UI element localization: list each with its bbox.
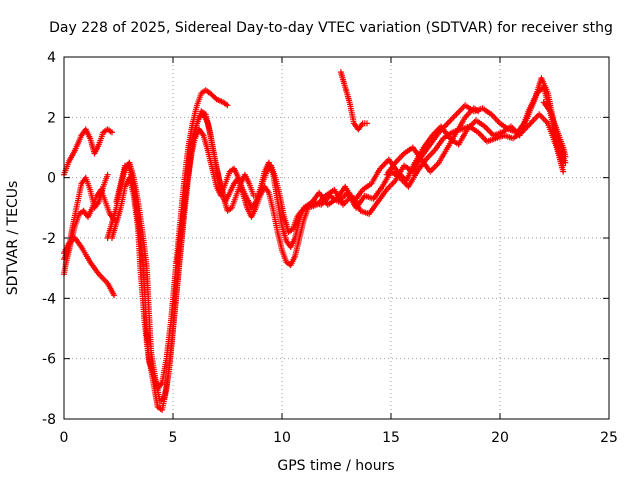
series-arc-6 — [113, 84, 567, 413]
y-axis-label: SDTVAR / TECUs — [5, 181, 21, 296]
x-axis-label: GPS time / hours — [277, 458, 394, 474]
y-tick-label: 2 — [47, 110, 56, 126]
x-tick-label: 20 — [491, 430, 509, 446]
series-markers — [104, 111, 567, 404]
x-tick-label: 15 — [382, 430, 400, 446]
series-arc-1 — [61, 126, 115, 178]
series-markers — [61, 235, 118, 299]
x-tick-label: 0 — [60, 430, 69, 446]
axis-ticks: 0 5 10 15 20 25 -8 -6 -4 -2 0 2 4 — [42, 50, 618, 446]
series-markers — [174, 75, 569, 269]
y-tick-label: -4 — [42, 291, 56, 307]
series-arc-9 — [337, 69, 370, 133]
x-tick-label: 5 — [169, 430, 178, 446]
x-tick-label: 25 — [600, 430, 618, 446]
data-layer — [61, 69, 569, 413]
series-arc-10 — [383, 105, 482, 178]
y-tick-label: -8 — [42, 412, 56, 428]
y-tick-label: -6 — [42, 352, 56, 368]
y-tick-label: 0 — [47, 171, 56, 187]
y-tick-label: 4 — [47, 50, 56, 66]
series-arc-4 — [61, 235, 118, 299]
series-markers — [337, 69, 370, 133]
y-tick-label: -2 — [42, 231, 56, 247]
series-markers — [113, 84, 567, 413]
series-arc-8 — [174, 75, 569, 269]
series-arc-11 — [540, 99, 569, 160]
series-markers — [61, 126, 115, 178]
chart-title: Day 228 of 2025, Sidereal Day-to-day VTE… — [49, 20, 613, 36]
series-markers — [540, 99, 569, 160]
series-markers — [383, 105, 482, 178]
x-tick-label: 10 — [273, 430, 291, 446]
series-arc-5 — [104, 111, 567, 404]
